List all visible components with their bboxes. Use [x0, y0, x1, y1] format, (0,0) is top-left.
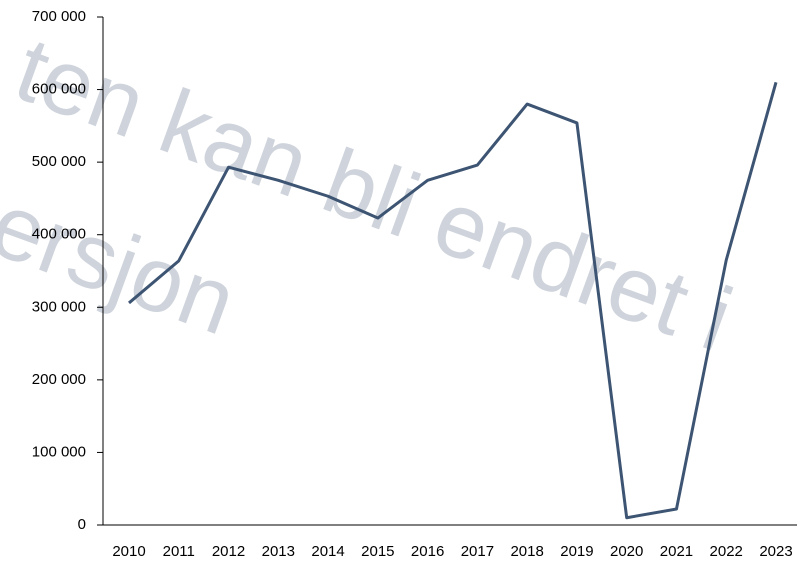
line	[128, 81, 778, 520]
x-tick-label: 2013	[262, 543, 295, 560]
x-tick-label: 2012	[212, 543, 245, 560]
y-tick-label: 600 000	[32, 81, 86, 98]
x-tick-label: 2022	[710, 543, 743, 560]
x-tick-label: 2010	[112, 543, 145, 560]
x-tick-label: 2023	[759, 543, 792, 560]
x-tick-label: 2020	[610, 543, 643, 560]
y-tick-label: 400 000	[32, 226, 86, 243]
x-tick-label: 2016	[411, 543, 444, 560]
y-tick-label: 300 000	[32, 298, 86, 315]
x-tick-label: 2011	[163, 543, 195, 560]
x-tick-label: 2018	[510, 543, 543, 560]
y-tick-label: 500 000	[32, 153, 86, 170]
y-tick-label: 200 000	[32, 371, 86, 388]
y-tick-label: 100 000	[32, 443, 86, 460]
y-tick-label: 700 000	[32, 8, 86, 25]
x-tick-label: 2014	[311, 543, 344, 560]
x-tick-label: 2019	[560, 543, 593, 560]
x-tick-label: 2017	[461, 543, 494, 560]
y-tick-label: 0	[78, 516, 86, 533]
x-tick-label: 2021	[660, 543, 693, 560]
x-tick-label: 2015	[361, 543, 394, 560]
